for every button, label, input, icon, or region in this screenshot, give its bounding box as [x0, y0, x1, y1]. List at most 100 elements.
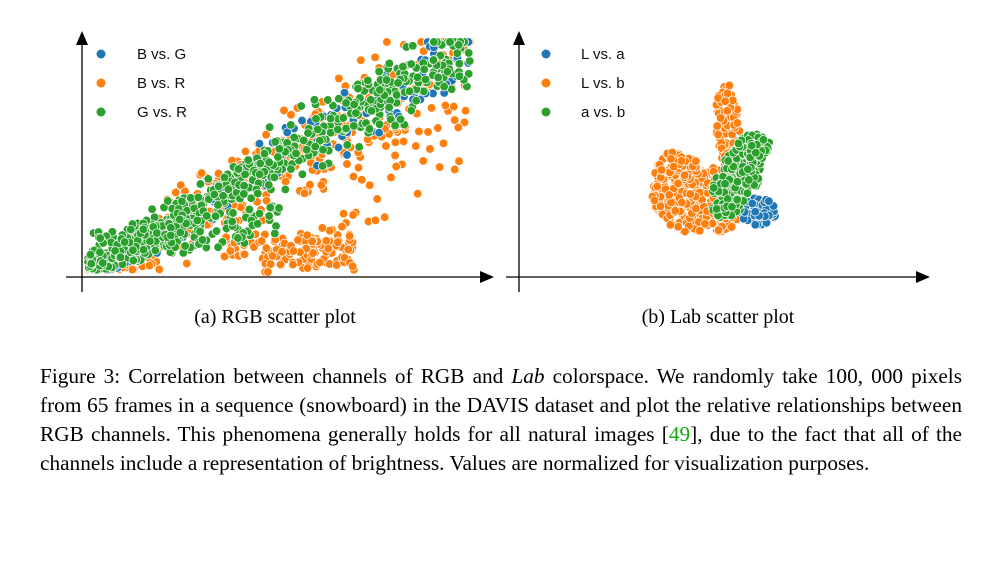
g-vs-r-point [95, 233, 105, 243]
g-vs-r-point [115, 252, 126, 262]
b-vs-g-point [339, 88, 350, 98]
g-vs-r-point [398, 62, 408, 72]
g-vs-r-point [274, 144, 284, 154]
g-vs-r-point [138, 245, 149, 255]
g-vs-r-point [98, 258, 108, 268]
b-vs-r-point [343, 244, 353, 255]
l-vs-b-point [720, 96, 730, 106]
legend-marker-g-vs-r [96, 107, 106, 117]
g-vs-r-point [86, 259, 96, 269]
b-vs-g-point [333, 142, 344, 153]
b-vs-r-point [357, 175, 367, 185]
g-vs-r-point [375, 85, 385, 95]
b-vs-r-point [302, 230, 312, 240]
b-vs-r-point [348, 261, 358, 271]
b-vs-r-point [342, 159, 352, 169]
figure-caption: Figure 3: Correlation between channels o… [40, 362, 962, 478]
a-vs-b-point [742, 188, 753, 198]
b-vs-r-point [372, 194, 382, 204]
rgb-subcaption: (a) RGB scatter plot [194, 306, 356, 328]
g-vs-r-point [214, 181, 224, 191]
l-vs-a-point [764, 196, 774, 206]
b-vs-r-point [275, 259, 286, 270]
b-vs-g-point [374, 128, 384, 138]
g-vs-r-point [138, 224, 149, 234]
lab-scatter-points [647, 80, 780, 237]
g-vs-r-point [464, 48, 474, 58]
g-vs-r-point [351, 108, 361, 118]
g-vs-r-point [203, 174, 213, 184]
l-vs-a-point [750, 207, 760, 217]
g-vs-r-point [180, 241, 190, 251]
b-vs-r-point [334, 73, 344, 84]
citation-link[interactable]: 49 [668, 422, 691, 446]
b-vs-r-point [425, 144, 435, 154]
b-vs-r-point [337, 222, 347, 232]
g-vs-r-point [252, 219, 263, 229]
b-vs-r-point [450, 115, 460, 125]
b-vs-r-point [307, 236, 317, 247]
b-vs-r-point [323, 243, 333, 254]
g-vs-r-point [420, 74, 431, 85]
g-vs-r-point [195, 179, 206, 189]
b-vs-r-point [317, 223, 327, 233]
legend-marker-l-vs-b [541, 78, 551, 88]
caption-label: Figure 3: [40, 364, 121, 388]
legend-marker-b-vs-g [96, 49, 106, 59]
b-vs-r-point [380, 212, 390, 222]
l-vs-b-point [652, 181, 662, 192]
b-vs-r-point [182, 258, 192, 269]
g-vs-r-point [219, 172, 230, 183]
l-vs-b-point [680, 226, 690, 237]
g-vs-r-point [259, 149, 270, 159]
g-vs-r-point [297, 169, 308, 179]
l-vs-b-point [722, 106, 732, 116]
a-vs-b-point [743, 164, 753, 174]
g-vs-r-point [119, 237, 130, 247]
legend-marker-b-vs-r [96, 78, 106, 88]
g-vs-r-point [390, 120, 400, 131]
b-vs-r-point [225, 246, 236, 256]
l-vs-b-point [685, 189, 695, 199]
b-vs-r-point [333, 237, 343, 247]
b-vs-r-point [288, 246, 299, 256]
g-vs-r-point [195, 226, 205, 237]
g-vs-r-point [286, 164, 296, 174]
g-vs-r-point [202, 211, 212, 221]
g-vs-r-point [128, 245, 138, 255]
b-vs-r-point [370, 215, 381, 225]
g-vs-r-point [255, 169, 265, 179]
g-vs-r-point [454, 59, 464, 69]
b-vs-r-point [154, 264, 164, 275]
g-vs-r-point [273, 152, 283, 162]
l-vs-b-point [673, 178, 683, 189]
caption-text-1: Correlation between channels of RGB and [128, 364, 504, 388]
g-vs-r-point [274, 203, 284, 213]
legend-label-a-vs-b: a vs. b [581, 104, 625, 121]
g-vs-r-point [428, 55, 439, 65]
g-vs-r-point [299, 135, 309, 146]
lab-y-axis-arrow [513, 31, 525, 45]
g-vs-r-point [228, 208, 238, 218]
caption-text-2: colorspace. We randomly take [552, 364, 818, 388]
g-vs-r-point [233, 164, 244, 174]
b-vs-r-point [426, 103, 437, 113]
g-vs-r-point [433, 72, 443, 83]
b-vs-r-point [303, 263, 313, 273]
legend-label-g-vs-r: G vs. R [137, 104, 187, 121]
g-vs-r-point [309, 95, 320, 105]
figure-3: B vs. G B vs. R G vs. R (a) RGB scatter … [66, 31, 930, 328]
g-vs-r-point [303, 128, 313, 138]
a-vs-b-point [709, 183, 719, 193]
g-vs-r-point [419, 64, 429, 75]
b-vs-r-point [263, 267, 273, 277]
l-vs-b-point [695, 226, 705, 236]
lab-x-axis-arrow [916, 271, 930, 283]
g-vs-r-point [296, 101, 306, 111]
a-vs-b-point [751, 148, 761, 158]
b-vs-r-point [299, 188, 310, 198]
l-vs-b-point [724, 80, 735, 91]
g-vs-r-point [408, 41, 418, 51]
b-vs-r-point [219, 251, 230, 262]
rgb-legend: B vs. G B vs. R G vs. R [96, 46, 187, 121]
